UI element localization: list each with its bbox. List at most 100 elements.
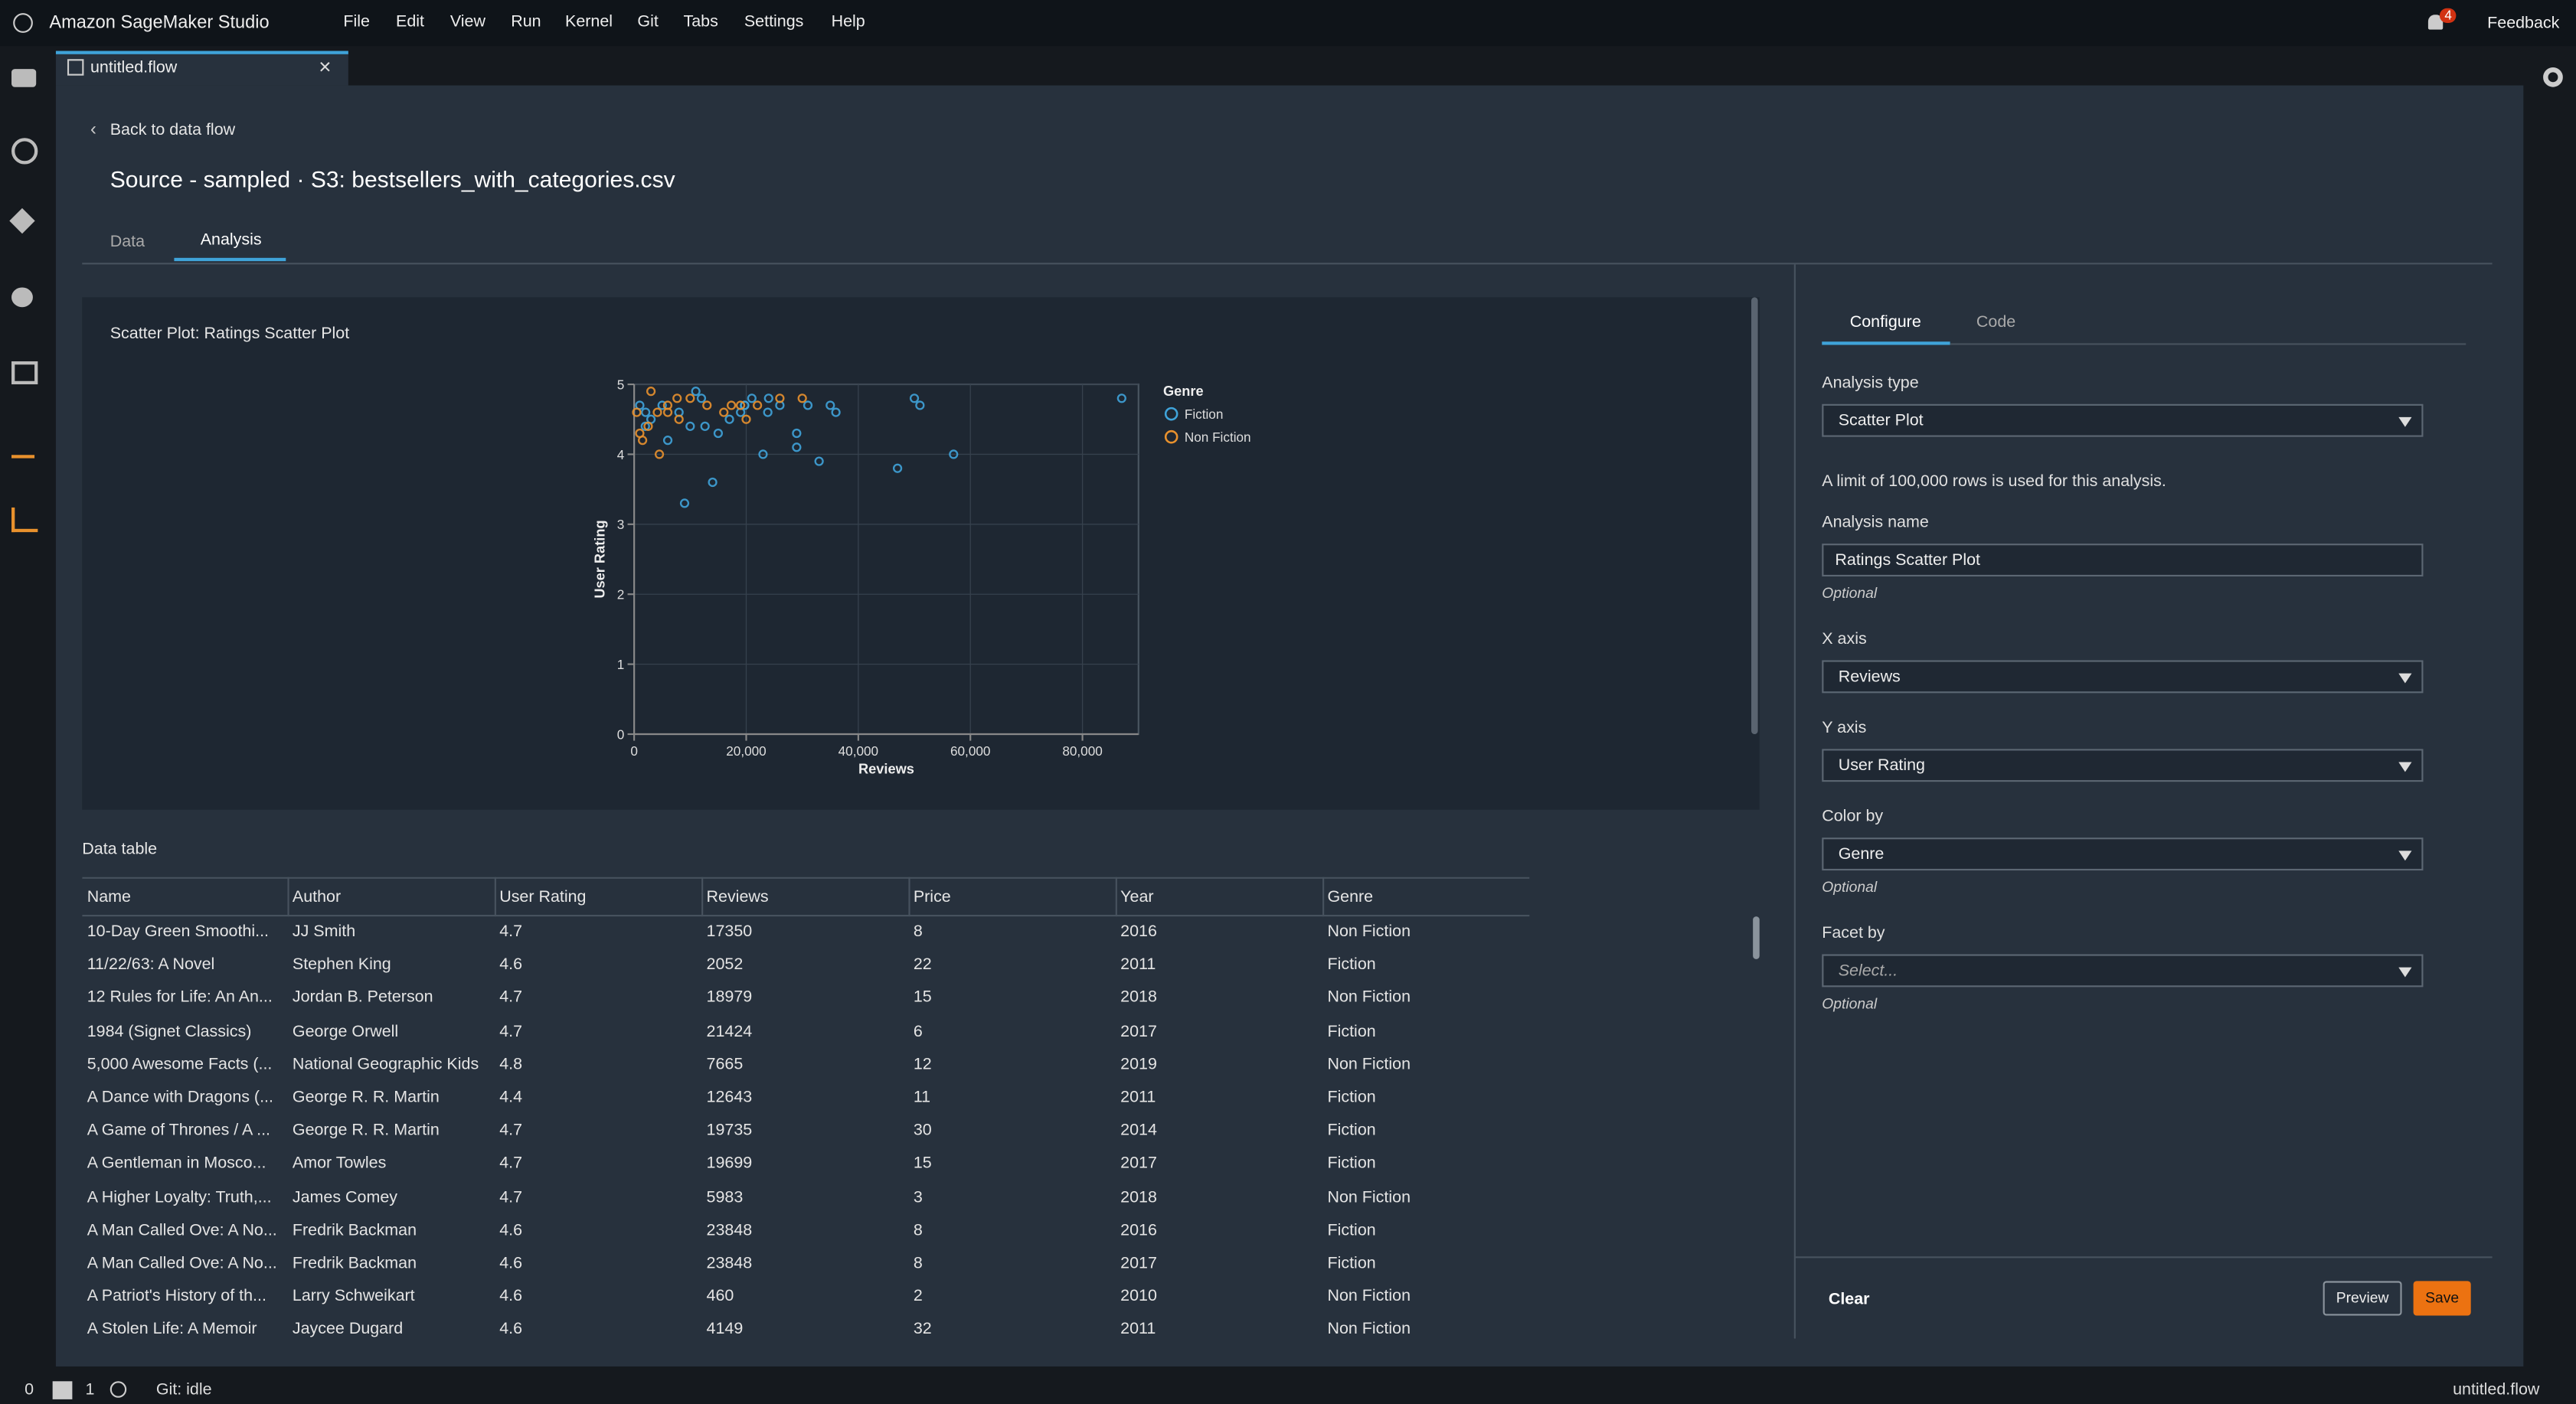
column-header[interactable]: Name: [87, 888, 131, 907]
data-tab[interactable]: Data: [110, 233, 145, 252]
analysis-type-select[interactable]: Scatter Plot: [1822, 403, 2424, 437]
analysis-name-input[interactable]: Ratings Scatter Plot: [1822, 544, 2424, 577]
table-cell: 4.7: [499, 1122, 523, 1141]
menu-item[interactable]: Run: [511, 13, 541, 31]
table-cell: 4.6: [499, 1288, 523, 1307]
y-tick-label: 1: [617, 657, 625, 672]
x-tick-label: 40,000: [839, 743, 878, 759]
table-cell: Fiction: [1327, 1255, 1376, 1273]
table-cell: Fiction: [1327, 1221, 1376, 1240]
table-cell: 4.7: [499, 1155, 523, 1174]
bell-icon[interactable]: [2427, 15, 2444, 30]
column-header[interactable]: User Rating: [499, 888, 587, 907]
column-separator: [701, 877, 704, 917]
table-cell: 2016: [1120, 1221, 1157, 1240]
clear-button[interactable]: Clear: [1828, 1291, 1870, 1309]
tabs-icon[interactable]: [11, 361, 38, 385]
data-point: [646, 387, 656, 397]
caret: [2398, 416, 2412, 427]
table-cell: Jaycee Dugard: [292, 1321, 404, 1339]
preview-button[interactable]: Preview: [2323, 1281, 2402, 1316]
table-cell: 19699: [706, 1155, 753, 1174]
column-separator: [1322, 877, 1325, 917]
column-header[interactable]: Genre: [1327, 888, 1374, 907]
scrollbar[interactable]: [1751, 297, 1758, 734]
y-axis-label: Y axis: [1822, 719, 1867, 738]
config-divider: [1950, 343, 2466, 345]
menu-item[interactable]: Help: [831, 13, 865, 31]
caret: [2398, 673, 2412, 684]
y-tick-label: 5: [617, 377, 625, 392]
column-header[interactable]: Author: [292, 888, 342, 907]
table-cell: 11/22/63: A Novel: [87, 956, 215, 975]
pipeline-icon[interactable]: [11, 507, 38, 533]
tab-title[interactable]: untitled.flow: [90, 59, 178, 77]
table-cell: Jordan B. Peterson: [292, 989, 433, 1007]
palette-icon[interactable]: [11, 287, 33, 308]
y-tick-label: 4: [617, 447, 625, 462]
data-point: [657, 400, 667, 410]
y-axis-select[interactable]: User Rating: [1822, 749, 2424, 782]
table-cell: 2011: [1120, 1089, 1156, 1108]
back-link[interactable]: Back to data flow: [110, 121, 236, 140]
table-cell: 23848: [706, 1255, 753, 1273]
menu-item[interactable]: Git: [637, 13, 659, 31]
table-scrollbar[interactable]: [1753, 916, 1760, 959]
app-title: Amazon SageMaker Studio: [49, 13, 270, 33]
optional-hint: Optional: [1822, 878, 1878, 896]
table-cell: 4.7: [499, 1188, 523, 1207]
x-axis-select[interactable]: Reviews: [1822, 660, 2424, 694]
column-header[interactable]: Reviews: [706, 888, 769, 907]
menu-item[interactable]: File: [343, 13, 370, 31]
optional-hint: Optional: [1822, 584, 1878, 602]
data-point: [803, 400, 813, 410]
table-cell: Fiction: [1327, 1155, 1376, 1174]
status-count: 0: [25, 1381, 34, 1399]
table-cell: 460: [706, 1288, 734, 1307]
running-icon[interactable]: [11, 138, 38, 165]
table-cell: 30: [913, 1122, 932, 1141]
data-wrangler-icon[interactable]: [11, 436, 35, 459]
file-browser-icon[interactable]: [11, 69, 37, 87]
configure-tab[interactable]: Configure: [1849, 313, 1921, 332]
menu-item[interactable]: Settings: [744, 13, 804, 31]
menu-item[interactable]: View: [449, 13, 485, 31]
x-tick-label: 60,000: [950, 743, 990, 759]
table-cell: Fredrik Backman: [292, 1221, 417, 1240]
settings-icon[interactable]: [2543, 67, 2563, 87]
menu-item[interactable]: Edit: [396, 13, 425, 31]
analysis-name-label: Analysis name: [1822, 514, 1929, 533]
git-icon[interactable]: [9, 207, 35, 234]
data-point: [654, 449, 665, 459]
data-point: [814, 456, 824, 466]
close-tab[interactable]: ×: [319, 54, 332, 79]
config-tab-underline: [1822, 341, 1950, 345]
table-cell: 2018: [1120, 1188, 1157, 1207]
back-chevron[interactable]: ‹: [90, 119, 96, 140]
menu-item[interactable]: Tabs: [683, 13, 718, 31]
table-cell: 15: [913, 1155, 932, 1174]
footer-divider: [1795, 1256, 2493, 1259]
data-point: [713, 428, 724, 439]
column-separator: [287, 877, 289, 917]
document-tab[interactable]: [55, 51, 348, 86]
legend-label: Fiction: [1185, 407, 1224, 422]
table-cell: 4.4: [499, 1089, 523, 1108]
data-point: [702, 400, 712, 410]
facet-by-select[interactable]: Select...: [1822, 954, 2424, 988]
column-header[interactable]: Year: [1120, 888, 1154, 907]
feedback-link[interactable]: Feedback: [2487, 15, 2560, 33]
table-cell: A Gentleman in Mosco...: [87, 1155, 266, 1174]
column-header[interactable]: Price: [913, 888, 951, 907]
table-cell: 15: [913, 989, 932, 1007]
code-tab[interactable]: Code: [1976, 313, 2016, 332]
menu-item[interactable]: Kernel: [565, 13, 613, 31]
table-cell: A Higher Loyalty: Truth,...: [87, 1188, 272, 1207]
save-button[interactable]: Save: [2413, 1281, 2471, 1316]
data-point: [892, 463, 903, 473]
color-by-select[interactable]: Genre: [1822, 838, 2424, 871]
analysis-tab[interactable]: Analysis: [200, 231, 262, 250]
data-point: [915, 400, 925, 410]
data-point: [797, 393, 807, 403]
y-axis-title: User Rating: [592, 520, 608, 598]
